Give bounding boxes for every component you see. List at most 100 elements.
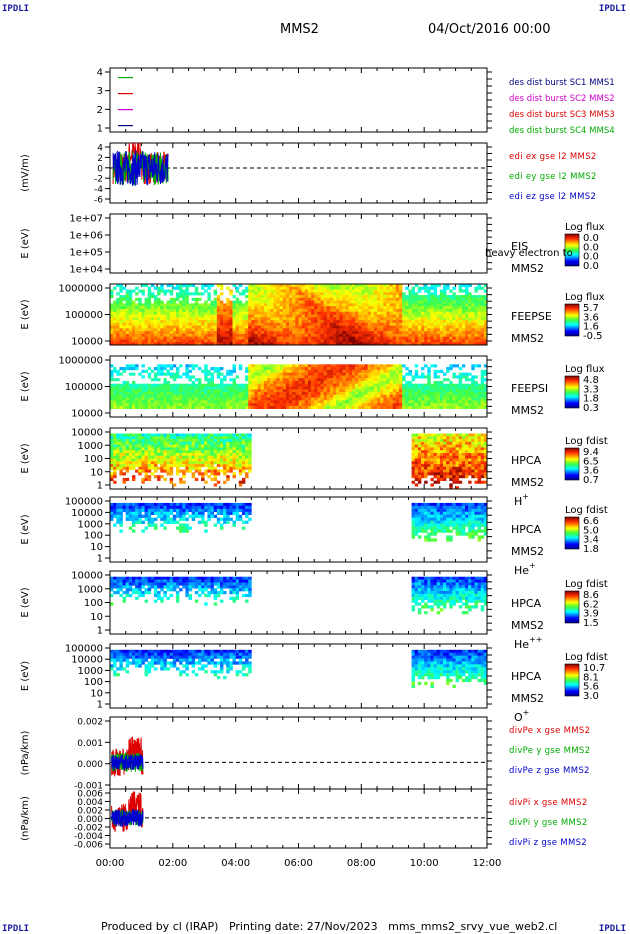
heatmap-cell [455,375,460,379]
heatmap-cell [282,394,287,398]
heatmap-cell [345,333,350,337]
heatmap-cell [201,464,205,468]
heatmap-cell [351,300,356,304]
heatmap-cell [163,289,167,293]
heatmap-cell [279,286,284,290]
heatmap-cell [468,339,472,343]
heatmap-cell [185,314,189,318]
heatmap-cell [169,311,174,315]
heatmap-cell [238,336,243,340]
heatmap-cell [411,300,416,304]
heatmap-cell [386,403,390,407]
heatmap-cell [235,297,240,301]
heatmap-cell [465,333,469,337]
heatmap-cell [314,386,318,390]
heatmap-cell [377,389,381,393]
heatmap-cell [188,369,192,373]
heatmap-cell [411,386,416,390]
heatmap-cell [273,392,277,396]
heatmap-cell [449,364,453,368]
heatmap-cell [317,392,321,396]
heatmap-cell [323,328,328,332]
heatmap-cell [245,295,249,299]
heatmap-cell [194,392,199,396]
heatmap-cell [241,394,246,398]
heatmap-cell [157,286,161,290]
heatmap-cell [128,314,133,318]
heatmap-cell [320,367,324,371]
heatmap-cell [182,397,186,401]
heatmap-cell [279,375,284,379]
heatmap-cell [351,320,356,324]
heatmap-cell [405,322,409,326]
heatmap-cell [263,295,268,299]
heatmap-cell [160,469,164,473]
heatmap-cell [219,306,224,310]
heatmap-cell [392,397,397,401]
heatmap-cell [370,386,375,390]
heatmap-cell [405,325,409,329]
heatmap-cell [141,400,145,404]
heatmap-cell [153,375,158,379]
heatmap-cell [213,308,218,313]
heatmap-cell [282,286,287,290]
heatmap-cell [263,311,268,315]
heatmap-cell [395,405,400,409]
heatmap-cell [131,300,136,304]
heatmap-cell [260,403,265,407]
heatmap-cell [408,297,412,301]
heatmap-cell [163,303,167,307]
heatmap-cell [135,400,139,404]
heatmap-cell [172,375,177,379]
heatmap-cell [245,311,249,315]
heatmap-cell [436,295,441,299]
heatmap-cell [323,292,328,296]
heatmap-cell [458,342,463,346]
heatmap-cell [131,333,136,337]
heatmap-cell [480,386,485,390]
heatmap-cell [113,389,117,393]
heatmap-cell [163,306,167,310]
heatmap-cell [373,378,378,382]
legend-entry: edi ex gse l2 MMS2 [509,152,597,162]
heatmap-cell [389,375,394,379]
heatmap-cell [304,328,309,332]
heatmap-cell [113,342,117,346]
heatmap-cell [295,339,299,343]
heatmap-cell [342,297,346,301]
heatmap-cell [263,325,268,329]
heatmap-cell [285,331,290,335]
heatmap-cell [452,322,456,326]
heatmap-cell [430,317,434,321]
heatmap-cell [182,339,186,343]
heatmap-cell [157,433,161,437]
heatmap-cell [270,333,274,337]
heatmap-cell [169,469,174,473]
heatmap-cell [229,339,233,343]
heatmap-cell [122,339,127,343]
heatmap-cell [166,308,170,313]
heatmap-cell [110,466,114,470]
heatmap-cell [342,331,346,335]
heatmap-cell [342,292,346,296]
heatmap-cell [424,328,428,332]
heatmap-cell [150,322,155,326]
heatmap-cell [336,295,340,299]
heatmap-cell [194,314,199,318]
heatmap-cell [169,372,174,376]
heatmap-cell [408,328,412,332]
heatmap-cell [282,300,287,304]
heatmap-cell [395,300,400,304]
heatmap-cell [439,333,444,337]
heatmap-cell [257,405,262,409]
corner-label-bottom-right: IPDLI [598,924,626,934]
heatmap-cell [273,380,277,385]
heatmap-cell [254,392,258,396]
heatmap-cell [348,322,353,326]
heatmap-cell [150,292,155,296]
heatmap-cell [289,322,293,326]
heatmap-cell [386,400,390,404]
y-tick-label: 100000 [65,310,103,321]
heatmap-cell [348,306,353,310]
heatmap-cell [358,389,362,393]
